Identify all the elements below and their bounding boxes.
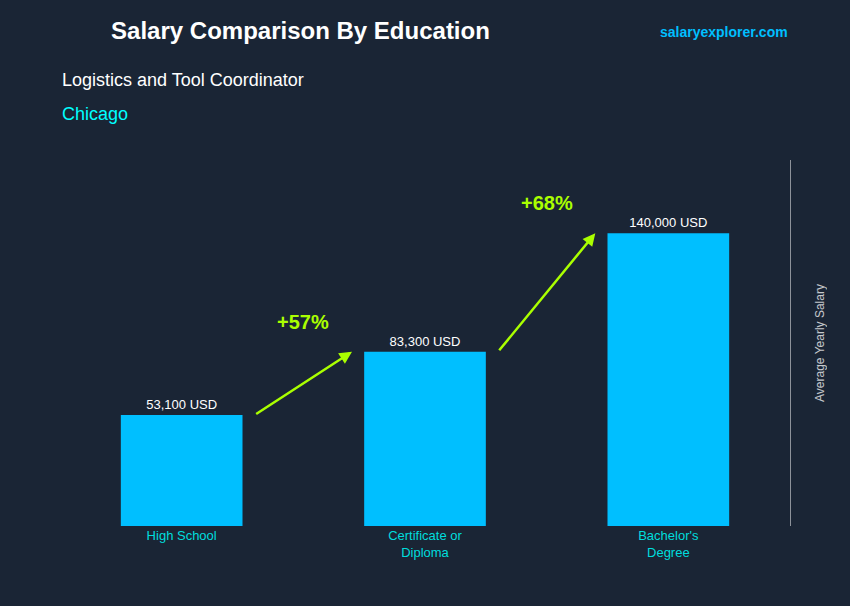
- svg-text:+68%: +68%: [521, 192, 573, 214]
- svg-text:Certificate orDiploma: Certificate orDiploma: [388, 528, 462, 560]
- svg-text:140,000 USD: 140,000 USD: [629, 215, 707, 230]
- svg-text:+57%: +57%: [277, 311, 329, 333]
- svg-text:High School: High School: [147, 528, 217, 543]
- svg-text:53,100 USD: 53,100 USD: [146, 397, 217, 412]
- svg-text:Bachelor'sDegree: Bachelor'sDegree: [638, 528, 699, 560]
- svg-text:Average Yearly Salary: Average Yearly Salary: [813, 284, 827, 402]
- svg-text:Logistics and Tool Coordinator: Logistics and Tool Coordinator: [62, 70, 304, 90]
- svg-text:salaryexplorer.com: salaryexplorer.com: [660, 24, 788, 40]
- svg-text:Chicago: Chicago: [62, 104, 128, 124]
- svg-text:Salary Comparison By Education: Salary Comparison By Education: [111, 17, 490, 44]
- svg-text:83,300 USD: 83,300 USD: [390, 334, 461, 349]
